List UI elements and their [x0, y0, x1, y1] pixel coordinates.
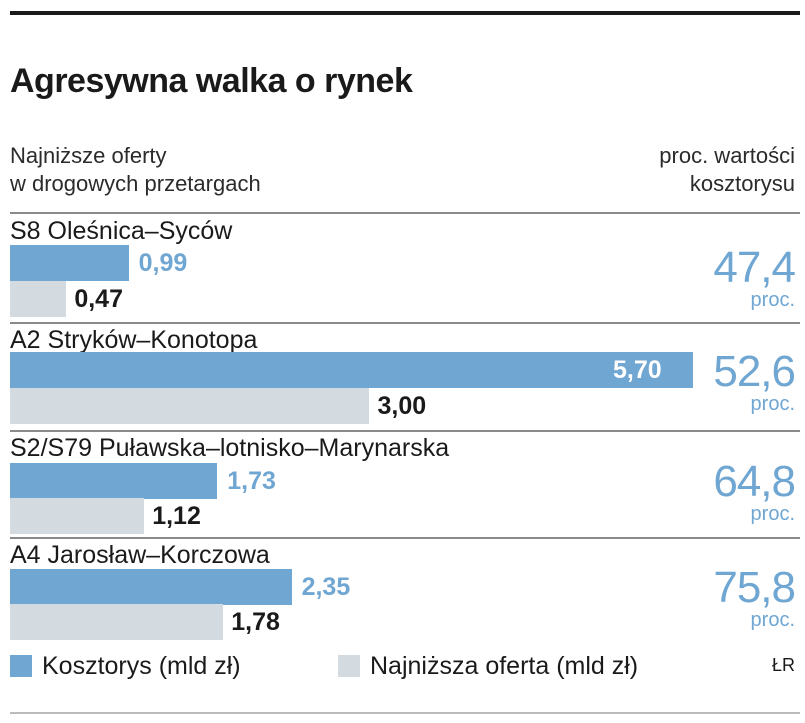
percent-a4: 75,8 proc.: [675, 563, 796, 631]
value-label-estimate-a4: 2,35: [301, 573, 351, 601]
value-label-offer-s8: 0,47: [74, 285, 123, 313]
road-label-s2: S2/S79 Puławska–lotnisko–Marynarska: [10, 434, 450, 462]
top-rule: [10, 11, 800, 15]
value-label-estimate-a2: 5,70: [613, 356, 662, 384]
subtitle-left-line-1: Najniższe oferty: [10, 143, 167, 168]
legend-label-estimate: Kosztorys (mld zł): [42, 652, 241, 680]
percent-s2: 64,8 proc.: [675, 457, 796, 525]
percent-unit-a2: proc.: [750, 393, 795, 415]
subtitle-right: proc. wartości kosztorysu: [659, 142, 795, 198]
bar-estimate-s8: [10, 245, 129, 281]
percent-unit-s2: proc.: [750, 503, 795, 525]
bar-offer-a2: [10, 388, 370, 424]
value-label-estimate-s8: 0,99: [138, 249, 188, 277]
bar-offer-s2: [10, 498, 145, 534]
legend-label-offer: Najniższa oferta (mld zł): [370, 652, 639, 680]
percent-a2: 52,6 proc.: [675, 347, 796, 415]
subtitle-left-line-2: w drogowych przetargach: [10, 171, 261, 196]
legend-swatch-estimate: [10, 655, 32, 677]
legend-swatch-offer: [338, 655, 360, 677]
percent-unit-a4: proc.: [750, 609, 795, 631]
bar-offer-a4: [10, 604, 224, 640]
road-label-a4: A4 Jarosław–Korczowa: [10, 541, 270, 569]
value-label-offer-a4: 1,78: [231, 608, 280, 636]
subtitle-right-line-2: kosztorysu: [689, 171, 795, 196]
value-label-offer-s2: 1,12: [152, 502, 201, 530]
percent-value-s2: 64,8: [713, 457, 796, 506]
percent-value-a2: 52,6: [713, 347, 796, 396]
row-separator: [10, 537, 800, 539]
bar-offer-s8: [10, 281, 67, 317]
legend: Kosztorys (mld zł) Najniższa oferta (mld…: [10, 651, 800, 681]
percent-s8: 47,4 proc.: [675, 243, 796, 311]
bar-estimate-a2: [10, 352, 693, 388]
bar-estimate-a4: [10, 569, 292, 605]
row-separator: [10, 430, 800, 432]
value-label-offer-a2: 3,00: [377, 392, 427, 420]
subtitle-left: Najniższe oferty w drogowych przetargach: [10, 142, 261, 198]
road-label-s8: S8 Oleśnica–Syców: [10, 217, 233, 245]
bar-estimate-s2: [10, 463, 218, 499]
percent-value-s8: 47,4: [713, 243, 796, 292]
bottom-rule: [10, 712, 800, 714]
percent-unit-s8: proc.: [750, 289, 795, 311]
row-separator: [10, 212, 800, 214]
chart-title: Agresywna walka o rynek: [10, 62, 413, 100]
subtitle-right-line-1: proc. wartości: [659, 143, 795, 168]
row-separator: [10, 322, 800, 324]
percent-value-a4: 75,8: [713, 563, 796, 612]
value-label-estimate-s2: 1,73: [227, 467, 276, 495]
credit: ŁR: [771, 655, 795, 675]
road-label-a2: A2 Stryków–Konotopa: [10, 326, 258, 354]
